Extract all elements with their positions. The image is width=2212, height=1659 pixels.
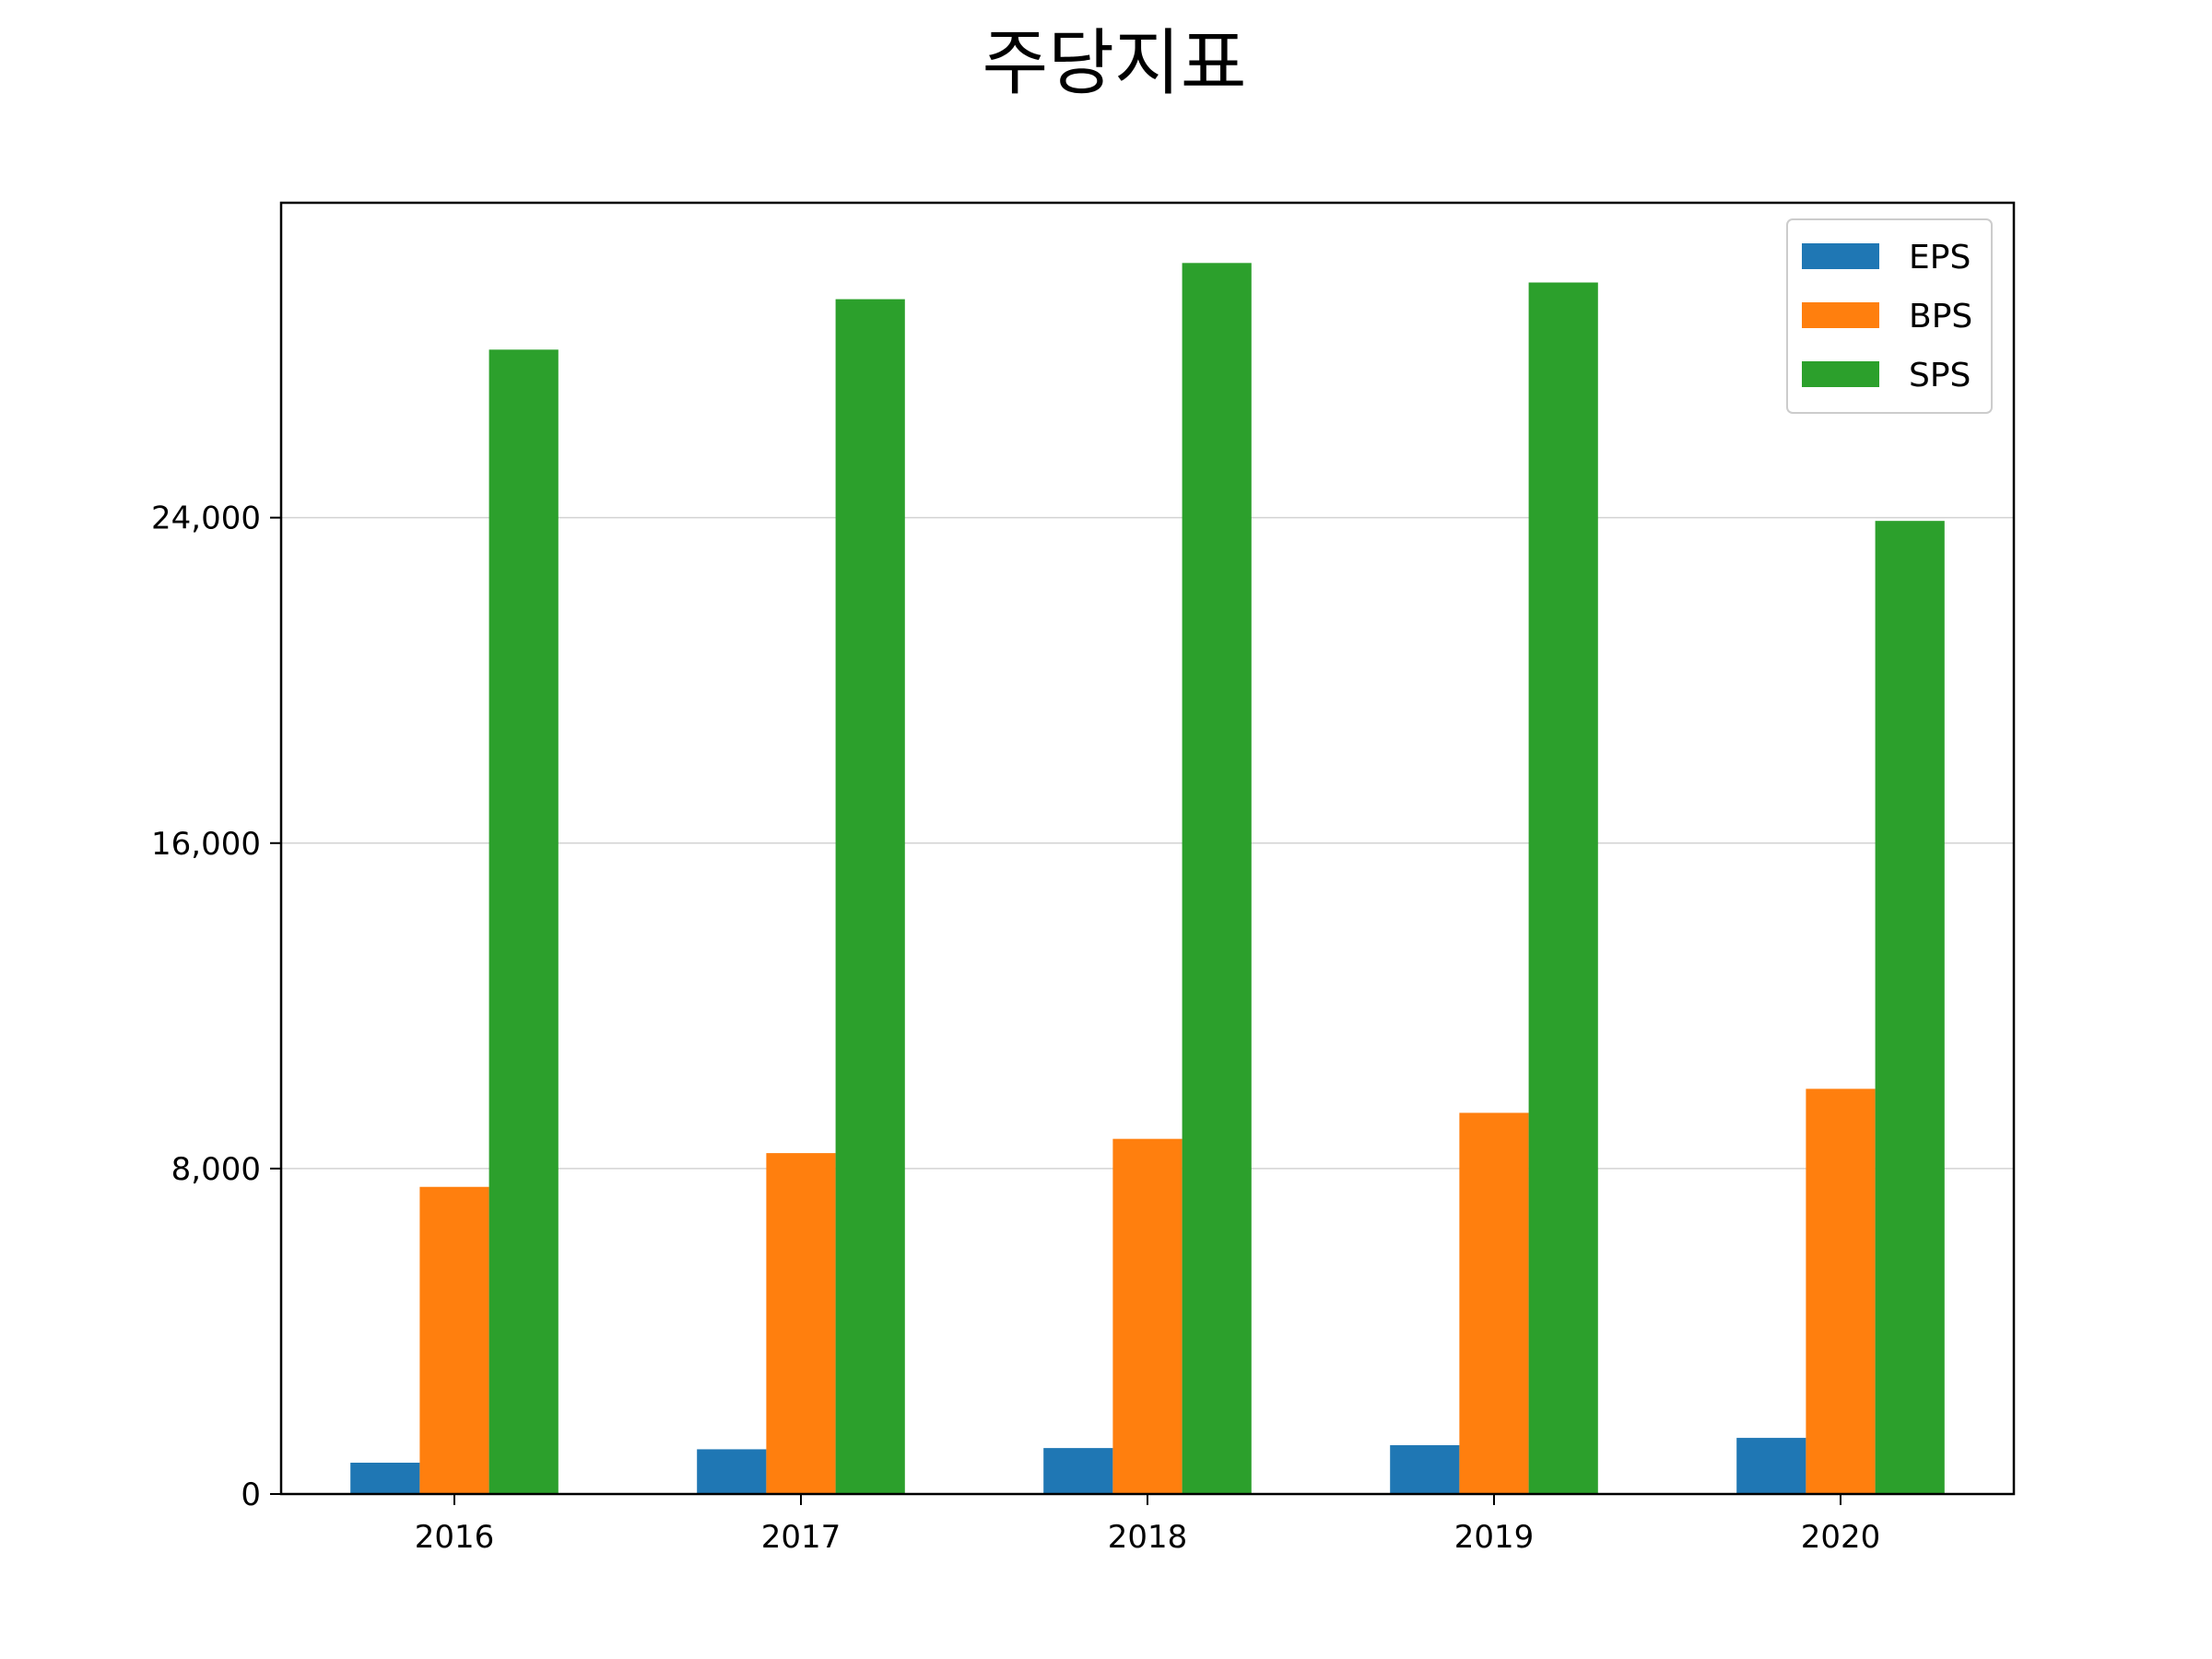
x-tick-label: 2016 bbox=[415, 1519, 495, 1556]
legend-swatch-bps bbox=[1802, 302, 1879, 328]
legend-label-sps: SPS bbox=[1909, 357, 1971, 394]
bar-eps-2017 bbox=[697, 1449, 767, 1494]
legend-swatch-sps bbox=[1802, 361, 1879, 387]
bar-bps-2019 bbox=[1459, 1112, 1529, 1494]
legend-swatch-eps bbox=[1802, 243, 1879, 269]
x-tick-label: 2017 bbox=[761, 1519, 841, 1556]
y-tick-label: 0 bbox=[241, 1477, 261, 1513]
bar-eps-2018 bbox=[1043, 1448, 1113, 1494]
legend-label-bps: BPS bbox=[1909, 298, 1972, 335]
bar-eps-2016 bbox=[350, 1463, 420, 1494]
bar-sps-2018 bbox=[1182, 263, 1252, 1494]
legend: EPS BPS SPS bbox=[1786, 218, 1993, 414]
bar-sps-2016 bbox=[488, 349, 559, 1495]
bar-eps-2020 bbox=[1736, 1438, 1806, 1494]
bar-bps-2018 bbox=[1112, 1138, 1182, 1494]
chart-title: 주당지표 bbox=[982, 22, 1246, 105]
y-tick-label: 16,000 bbox=[151, 826, 261, 863]
x-tick-label: 2019 bbox=[1454, 1519, 1535, 1556]
bar-bps-2016 bbox=[419, 1186, 489, 1494]
x-tick-label: 2020 bbox=[1801, 1519, 1881, 1556]
bar-bps-2017 bbox=[766, 1153, 836, 1494]
bar-bps-2020 bbox=[1806, 1088, 1876, 1494]
bar-sps-2020 bbox=[1875, 521, 1945, 1495]
bars bbox=[350, 263, 1945, 1495]
bar-sps-2017 bbox=[835, 299, 905, 1494]
bar-eps-2019 bbox=[1390, 1445, 1460, 1494]
axis-ticks: 0 8,000 16,000 24,000 2016 2017 2018 2019 2020 bbox=[151, 500, 1880, 1556]
y-tick-label: 24,000 bbox=[151, 500, 261, 537]
x-tick-label: 2018 bbox=[1108, 1519, 1188, 1556]
y-tick-label: 8,000 bbox=[171, 1151, 261, 1188]
legend-label-eps: EPS bbox=[1909, 239, 1971, 276]
bar-sps-2019 bbox=[1528, 282, 1598, 1495]
